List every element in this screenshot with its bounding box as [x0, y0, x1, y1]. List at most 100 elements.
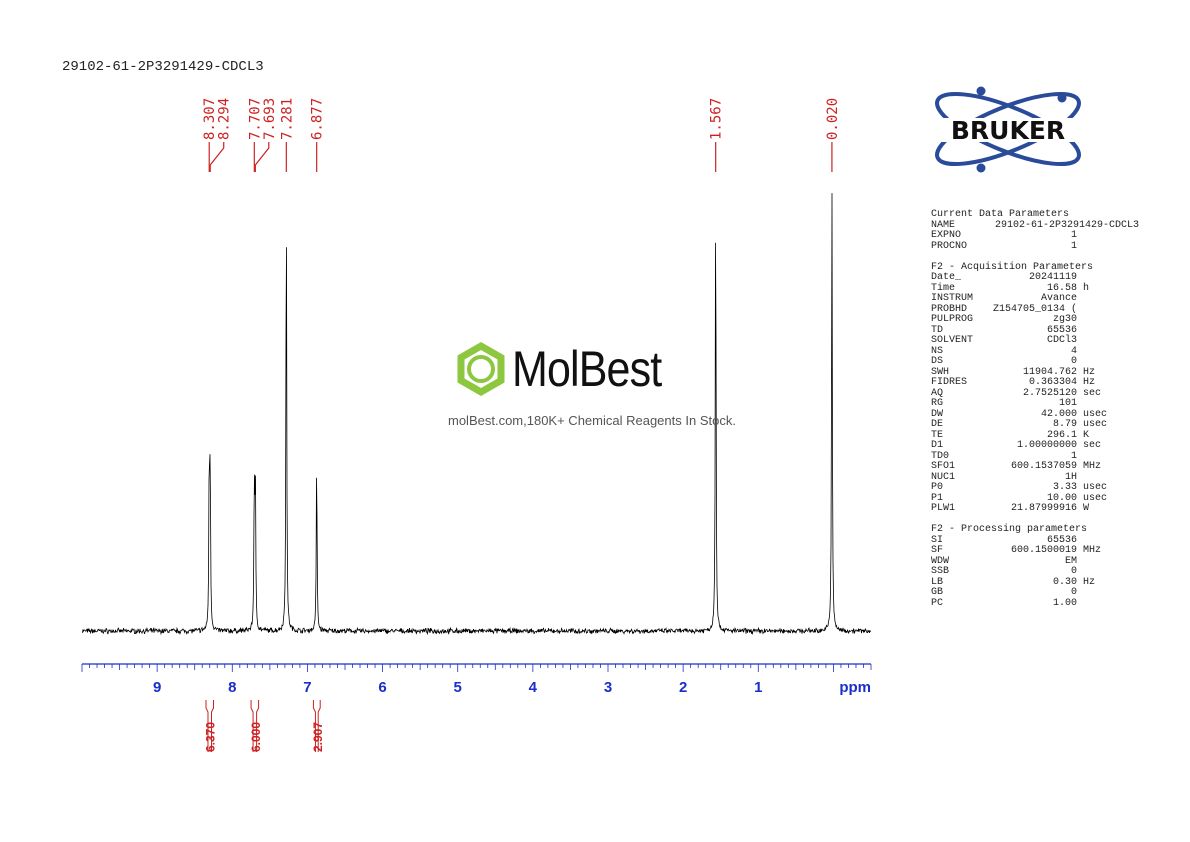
param-key: DS	[931, 356, 944, 367]
peak-leader-line	[209, 142, 225, 172]
param-unit	[1077, 315, 1083, 326]
param-unit	[1077, 305, 1083, 316]
param-row-probhd: PROBHD Z154705_0134 (	[931, 304, 1145, 316]
param-row-plw1: PLW1 21.87999916 W	[931, 503, 1145, 515]
param-unit: Hz	[1083, 377, 1096, 388]
param-key: P0	[931, 482, 944, 493]
param-key: EXPNO	[931, 230, 962, 241]
param-key: DE	[931, 419, 944, 430]
param-row-date: Date_ 20241119	[931, 272, 1145, 284]
param-key: TE	[931, 429, 944, 441]
param-row-pc: PC 1.00	[931, 598, 1145, 610]
peak-leader-line	[254, 142, 270, 172]
param-key: SSB	[931, 566, 950, 577]
param-row-ns: NS 4	[931, 345, 1145, 358]
param-value: 1.00000000	[1016, 440, 1077, 451]
param-row-swh: SWH 11904.762 Hz	[931, 366, 1145, 379]
param-row-dw: DW 42.000 usec	[931, 408, 1145, 421]
param-value: 0.363304	[1028, 377, 1077, 388]
section-title: F2 - Processing parameters	[931, 524, 1088, 535]
param-unit	[1077, 231, 1083, 242]
integral-bracket	[250, 700, 260, 752]
param-row-p1: P1 10.00 usec	[931, 492, 1145, 505]
param-unit: Hz	[1083, 366, 1096, 378]
param-key: LB	[931, 576, 944, 588]
param-unit	[1077, 273, 1083, 284]
param-unit	[1139, 221, 1145, 232]
param-row-nuc1: NUC1 1H	[931, 472, 1145, 484]
param-row-name: NAME 29102-61-2P3291429-CDCL3	[931, 220, 1145, 232]
param-value: 21.87999916	[1010, 503, 1077, 514]
param-value: 0	[1070, 587, 1077, 598]
param-row-lb: LB 0.30 Hz	[931, 576, 1145, 589]
param-value: 10.00	[1046, 492, 1077, 504]
param-row-ds: DS 0	[931, 356, 1145, 368]
section-title: Current Data Parameters	[931, 209, 1070, 220]
param-row-de: DE 8.79 usec	[931, 419, 1145, 431]
x-tick-label: 1	[754, 679, 762, 696]
param-value: 0.30	[1052, 576, 1077, 588]
peak-label: 7.693	[262, 98, 278, 140]
peak-label: 1.567	[709, 98, 725, 140]
param-value: 42.000	[1040, 408, 1077, 420]
param-row-gb: GB 0	[931, 587, 1145, 599]
section-title: F2 - Acquisition Parameters	[931, 261, 1094, 273]
param-value: 3.33	[1052, 482, 1077, 493]
param-row-sfo1: SFO1 600.1537059 MHz	[931, 461, 1145, 473]
integral-value: 6.000	[249, 722, 263, 752]
param-value: 600.1500019	[1010, 545, 1077, 556]
param-value: 0	[1070, 566, 1077, 577]
peak-label: 7.707	[247, 98, 263, 140]
param-key: PLW1	[931, 503, 956, 514]
param-key: Time	[931, 282, 956, 294]
param-value: 296.1	[1046, 429, 1077, 441]
integral-bracket	[312, 700, 321, 752]
param-row-rg: RG 101	[931, 398, 1145, 410]
param-value: 1	[1070, 240, 1077, 252]
param-key: TD	[931, 324, 944, 336]
param-key: SI	[931, 534, 944, 546]
param-key: WDW	[931, 555, 950, 567]
bruker-brand-text: BRUKER	[951, 116, 1065, 145]
param-value: CDCl3	[1046, 335, 1077, 346]
watermark-name: MolBest	[512, 341, 662, 397]
param-row-aq: AQ 2.7525120 sec	[931, 387, 1145, 400]
param-value: 20241119	[1028, 272, 1077, 283]
param-row-sf: SF 600.1500019 MHz	[931, 545, 1145, 557]
param-row-instrum: INSTRUM Avance	[931, 293, 1145, 305]
param-unit: K	[1083, 429, 1090, 441]
param-value: 4	[1070, 345, 1077, 357]
param-value: 1	[1070, 230, 1077, 241]
x-axis-label: ppm	[839, 679, 871, 696]
x-tick-label: 6	[378, 679, 386, 696]
acquisition-parameters: F2 - Acquisition Parameters Date_ 2024111…	[931, 261, 1145, 515]
current-data-parameters: Current Data Parameters NAME 29102-61-2P3…	[931, 209, 1145, 252]
param-row-ssb: SSB 0	[931, 566, 1145, 578]
param-row-time: Time 16.58 h	[931, 282, 1145, 295]
sample-title: 29102-61-2P3291429-CDCL3	[62, 59, 264, 75]
param-key: SOLVENT	[931, 335, 974, 346]
param-value: 1	[1070, 450, 1077, 462]
param-value: 2.7525120	[1022, 387, 1077, 399]
param-unit: MHz	[1083, 545, 1102, 556]
integrals: 6.370 6.000 2.907	[204, 700, 325, 752]
param-unit: h	[1083, 282, 1090, 294]
param-row-pulprog: PULPROG zg30	[931, 314, 1145, 326]
param-row-wdw: WDW EM	[931, 555, 1145, 568]
ppm-axis: 9 8 7 6 5 4 3 2 1 ppm	[81, 663, 872, 696]
param-unit: Hz	[1083, 576, 1096, 588]
bruker-logo: BRUKER	[926, 86, 1090, 173]
param-unit	[1077, 567, 1083, 578]
param-unit	[1077, 347, 1083, 358]
integral-value: 2.907	[311, 722, 325, 752]
param-row-si: SI 65536	[931, 534, 1145, 547]
param-row-fidres: FIDRES 0.363304 Hz	[931, 377, 1145, 389]
param-key: SF	[931, 545, 944, 556]
param-key: SFO1	[931, 461, 956, 472]
param-value: 16.58	[1046, 282, 1077, 294]
x-tick-label: 2	[679, 679, 687, 696]
param-key: AQ	[931, 387, 944, 399]
param-value: 11904.762	[1022, 366, 1077, 378]
param-key: TD0	[931, 450, 950, 462]
x-tick-label: 3	[604, 679, 612, 696]
